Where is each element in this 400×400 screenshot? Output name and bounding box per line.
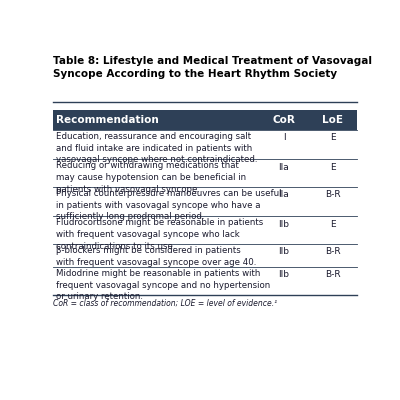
- Text: Table 8: Lifestyle and Medical Treatment of Vasovagal
Syncope According to the H: Table 8: Lifestyle and Medical Treatment…: [53, 56, 372, 79]
- Text: LoE: LoE: [322, 115, 343, 125]
- Text: CoR = class of recommendation; LOE = level of evidence.¹: CoR = class of recommendation; LOE = lev…: [53, 299, 277, 308]
- Text: E: E: [330, 162, 336, 172]
- Text: B-R: B-R: [325, 270, 340, 279]
- Text: IIb: IIb: [278, 247, 290, 256]
- Text: B-R: B-R: [325, 247, 340, 256]
- Text: Recommendation: Recommendation: [56, 115, 158, 125]
- Text: Fludrocortisone might be reasonable in patients
with frequent vasovagal syncope : Fludrocortisone might be reasonable in p…: [56, 218, 263, 251]
- Text: I: I: [283, 133, 285, 142]
- Bar: [53, 110, 357, 130]
- Text: E: E: [330, 133, 336, 142]
- Text: CoR: CoR: [272, 115, 296, 125]
- Text: Physical counterpressure manoeuvres can be useful
in patients with vasovagal syn: Physical counterpressure manoeuvres can …: [56, 189, 281, 221]
- Text: E: E: [330, 220, 336, 228]
- Text: B-R: B-R: [325, 190, 340, 199]
- Text: IIa: IIa: [279, 162, 289, 172]
- Text: Education, reassurance and encouraging salt
and fluid intake are indicated in pa: Education, reassurance and encouraging s…: [56, 132, 257, 164]
- Text: IIb: IIb: [278, 270, 290, 279]
- Text: IIa: IIa: [279, 190, 289, 199]
- Text: Reducing or withdrawing medications that
may cause hypotension can be beneficial: Reducing or withdrawing medications that…: [56, 161, 246, 194]
- Text: β-blockers might be considered in patients
with frequent vasovagal syncope over : β-blockers might be considered in patien…: [56, 246, 256, 266]
- Text: IIb: IIb: [278, 220, 290, 228]
- Text: Midodrine might be reasonable in patients with
frequent vasovagal syncope and no: Midodrine might be reasonable in patient…: [56, 269, 270, 302]
